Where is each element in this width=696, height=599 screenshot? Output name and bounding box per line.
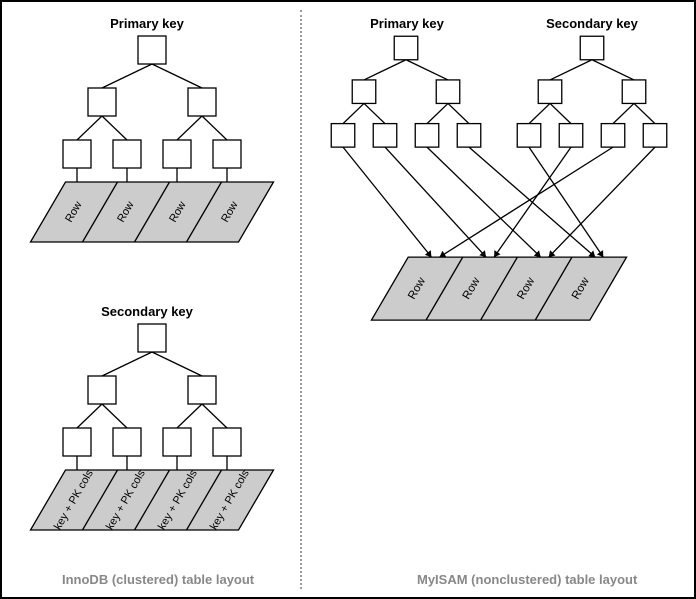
caption-myisam: MyISAM (nonclustered) table layout [417, 572, 637, 587]
innodb-primary-tree: RowRowRowRow [7, 22, 297, 292]
vertical-divider [300, 10, 302, 589]
innodb-secondary-tree: key + PK colskey + PK colskey + PK colsk… [7, 310, 297, 580]
diagram-frame: Primary key Secondary key Primary key Se… [0, 0, 696, 599]
myisam-diagram: RowRowRowRow [304, 22, 694, 452]
